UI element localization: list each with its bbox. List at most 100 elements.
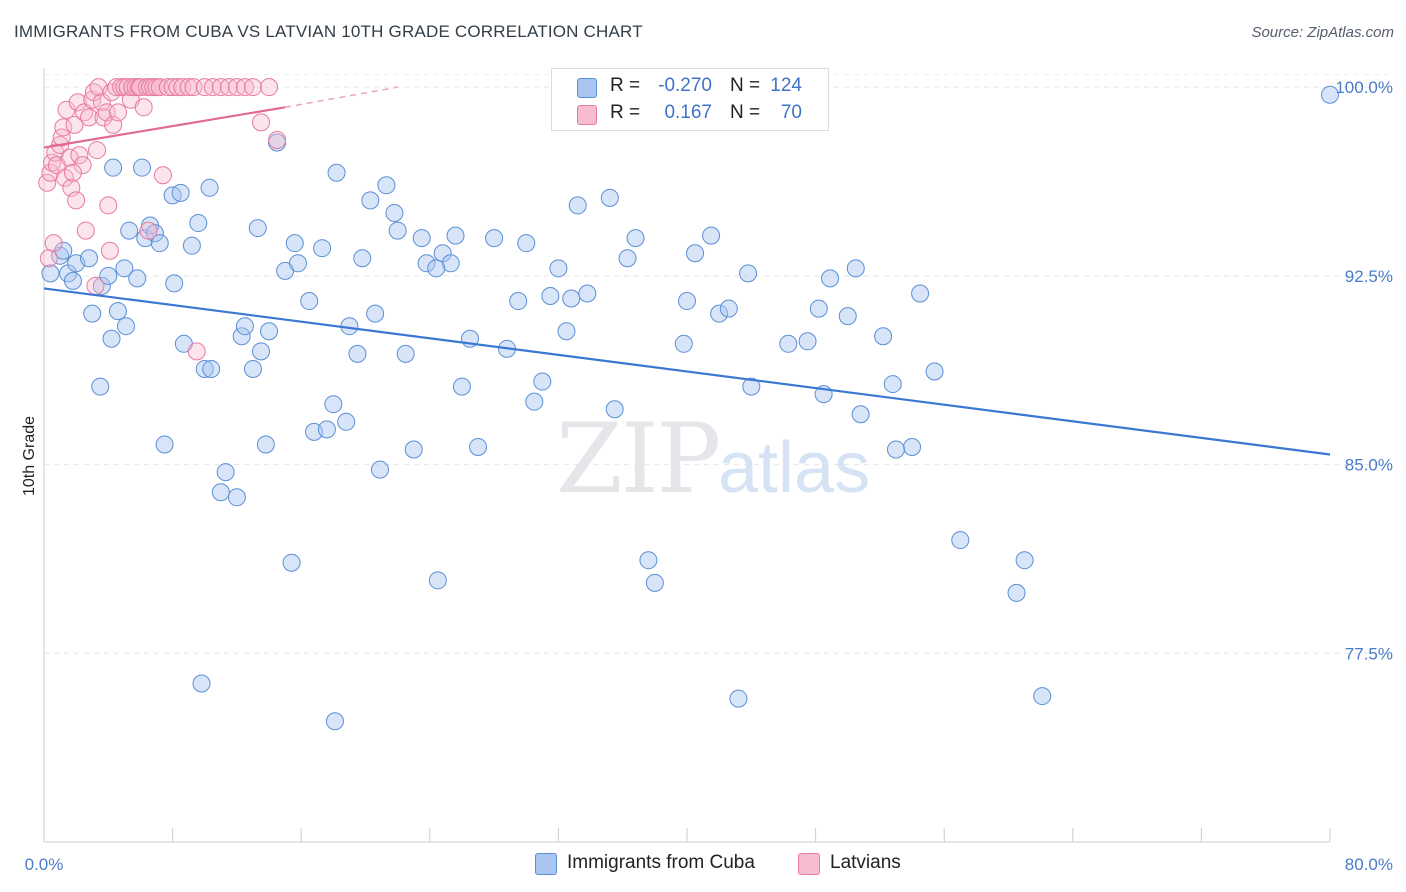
data-point xyxy=(182,236,201,255)
data-point xyxy=(396,344,415,363)
legend-n-label: N = xyxy=(730,75,761,96)
y-axis-label: 10th Grade xyxy=(21,416,38,496)
trend-line-latvian xyxy=(43,106,286,149)
correlation-legend: R = -0.270 N = 124 R = 0.167 N = 70 xyxy=(551,68,829,131)
data-point xyxy=(108,103,127,122)
data-point xyxy=(252,342,271,361)
data-point xyxy=(189,214,208,233)
data-point xyxy=(600,188,619,207)
data-point xyxy=(370,460,389,479)
data-point xyxy=(710,304,729,323)
data-point xyxy=(252,113,271,132)
data-point xyxy=(133,158,152,177)
legend-row-cuba: R = -0.270 N = 124 xyxy=(552,73,828,101)
data-point xyxy=(327,163,346,182)
data-point xyxy=(232,327,251,346)
legend-n-value: 70 xyxy=(780,102,802,123)
data-point xyxy=(903,437,922,456)
data-point xyxy=(719,299,738,318)
data-point xyxy=(268,131,287,149)
data-point xyxy=(838,307,857,326)
axis-labels: 100.0% 92.5% 85.0% 77.5% 0.0% 80.0% xyxy=(25,78,1393,874)
data-point xyxy=(427,259,446,278)
data-point xyxy=(324,395,343,414)
data-point xyxy=(441,254,460,273)
data-point xyxy=(578,284,597,303)
data-point xyxy=(317,420,336,439)
data-point xyxy=(469,437,488,456)
data-point xyxy=(485,229,504,248)
data-point xyxy=(44,234,63,253)
data-point xyxy=(361,191,380,210)
data-point xyxy=(243,359,262,378)
data-point xyxy=(282,553,301,572)
data-point xyxy=(525,392,544,411)
data-point xyxy=(43,153,62,172)
data-point xyxy=(92,276,111,295)
trend-lines xyxy=(43,86,1331,456)
data-point xyxy=(385,203,404,222)
data-point xyxy=(1007,583,1026,602)
data-point xyxy=(67,191,86,210)
data-point xyxy=(260,322,279,341)
data-point xyxy=(115,259,134,278)
data-point xyxy=(313,239,332,258)
data-point xyxy=(809,299,828,318)
data-point xyxy=(951,531,970,550)
data-point xyxy=(86,276,105,295)
y-tick-label: 92.5% xyxy=(1345,267,1393,286)
data-point xyxy=(678,292,696,311)
legend-r-label: R = xyxy=(610,102,641,123)
axes xyxy=(43,68,1331,843)
series-cuba-points xyxy=(41,85,1339,731)
y-tick-label: 77.5% xyxy=(1345,644,1393,663)
data-point xyxy=(99,266,118,285)
data-point xyxy=(227,488,246,507)
data-point xyxy=(70,146,89,165)
data-point xyxy=(605,400,624,419)
x-tick-label: 80.0% xyxy=(1345,855,1393,874)
data-point xyxy=(639,551,658,570)
data-point xyxy=(41,264,60,283)
data-point xyxy=(428,571,447,590)
data-point xyxy=(100,241,119,260)
data-point xyxy=(686,244,705,263)
data-point xyxy=(80,108,99,127)
data-point xyxy=(75,103,94,122)
data-point xyxy=(377,176,396,195)
data-point xyxy=(645,573,664,592)
data-point xyxy=(102,329,121,348)
data-point xyxy=(533,372,552,391)
data-point xyxy=(91,377,110,396)
watermark-atlas: atlas xyxy=(718,428,870,508)
data-point xyxy=(99,196,118,215)
data-point xyxy=(88,141,107,160)
data-point xyxy=(179,78,198,97)
data-point xyxy=(452,377,471,396)
data-point xyxy=(739,264,758,283)
data-point xyxy=(674,334,693,353)
data-point xyxy=(886,440,905,459)
data-point xyxy=(187,342,206,361)
data-point xyxy=(260,78,279,97)
bottom-legend-swatch-latvian xyxy=(798,853,820,875)
data-point xyxy=(883,375,902,394)
data-point xyxy=(83,304,102,323)
data-point xyxy=(1321,85,1339,104)
data-point xyxy=(171,183,190,202)
data-point xyxy=(874,327,893,346)
legend-r-label: R = xyxy=(610,75,641,96)
legend-swatch-cuba xyxy=(577,78,597,98)
data-point xyxy=(153,166,172,185)
data-point xyxy=(192,674,211,693)
data-point xyxy=(549,259,568,278)
data-point xyxy=(925,362,944,381)
data-point xyxy=(54,118,73,137)
legend-r-value: 0.167 xyxy=(664,102,712,123)
data-point xyxy=(446,226,465,245)
data-point xyxy=(412,229,431,248)
trend-line-cuba xyxy=(43,287,1331,456)
data-point xyxy=(158,78,177,97)
data-point xyxy=(1015,551,1034,570)
